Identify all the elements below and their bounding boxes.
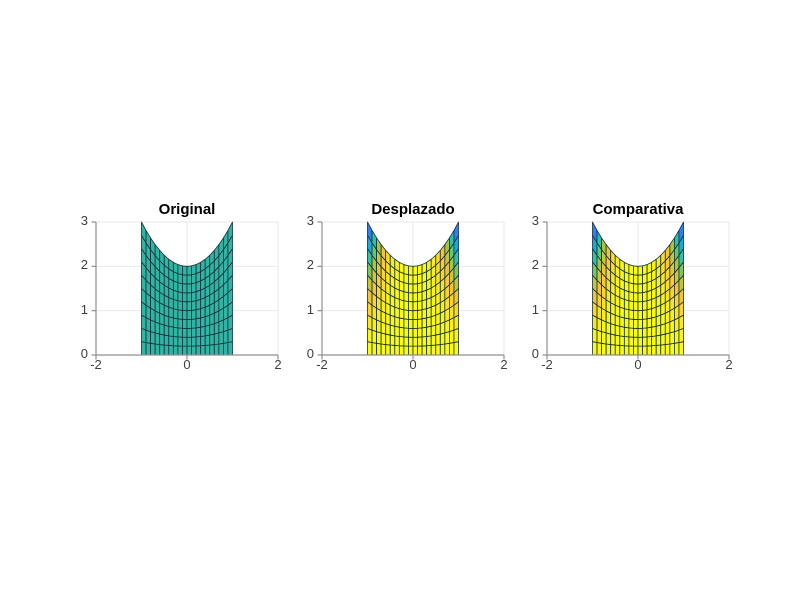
mesh-plot-comparativa [542, 221, 730, 360]
x-tick-label: -2 [90, 357, 102, 372]
y-tick-label: 1 [531, 302, 539, 317]
x-tick-label: 2 [725, 357, 733, 372]
y-tick-label: 2 [306, 257, 314, 272]
y-tick-label: 1 [306, 302, 314, 317]
y-tick-label: 3 [531, 213, 539, 228]
x-tick-label: -2 [541, 357, 553, 372]
x-tick-label: 2 [274, 357, 282, 372]
subplot-title-comparativa: Comparativa [592, 201, 684, 218]
y-tick-label: 3 [306, 213, 314, 228]
y-tick-label: 2 [531, 257, 539, 272]
y-tick-label: 0 [80, 346, 88, 361]
mesh-plot-original [91, 221, 279, 360]
y-tick-label: 3 [80, 213, 88, 228]
y-tick-label: 0 [531, 346, 539, 361]
x-tick-label: 0 [409, 357, 417, 372]
x-tick-label: -2 [316, 357, 328, 372]
y-tick-label: 1 [80, 302, 88, 317]
mesh-plot-desplazado [317, 221, 505, 360]
subplot-title-original: Original [158, 201, 216, 218]
x-tick-label: 2 [500, 357, 508, 372]
x-tick-label: 0 [183, 357, 191, 372]
x-tick-label: 0 [634, 357, 642, 372]
subplot-title-desplazado: Desplazado [371, 201, 455, 218]
y-tick-label: 2 [80, 257, 88, 272]
y-tick-label: 0 [306, 346, 314, 361]
